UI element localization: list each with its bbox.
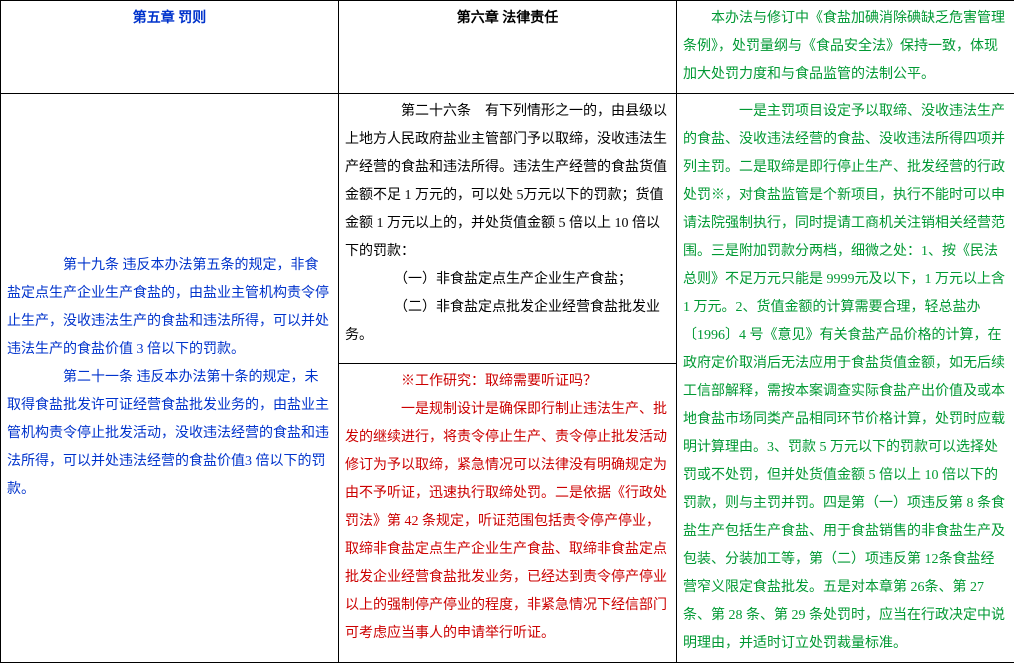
body-col3: 一是主罚项目设定予以取缔、没收违法生产的食盐、没收违法经营的食盐、没收违法所得四… — [677, 94, 1014, 663]
header-col3: 本办法与修订中《食盐加碘消除碘缺乏危害管理条例》，处罚量纲与《食品安全法》保持一… — [677, 1, 1014, 94]
col2a-p2: （一）非食盐定点生产企业生产食盐； — [345, 266, 670, 294]
body-col1: 第十九条 违反本办法第五条的规定，非食盐定点生产企业生产食盐的，由盐业主管机构责… — [1, 94, 339, 663]
col2a-p1: 第二十六条 有下列情形之一的，由县级以上地方人民政府盐业主管部门予以取缔，没收违… — [345, 98, 670, 266]
col3-p1: 一是主罚项目设定予以取缔、没收违法生产的食盐、没收违法经营的食盐、没收违法所得四… — [683, 98, 1008, 658]
table-body-row-1: 第十九条 违反本办法第五条的规定，非食盐定点生产企业生产食盐的，由盐业主管机构责… — [1, 94, 1014, 364]
body-col2b: ※工作研究：取缔需要听证吗？ 一是规制设计是确保即行制止违法生产、批发的继续进行… — [339, 364, 677, 663]
col1-p1: 第十九条 违反本办法第五条的规定，非食盐定点生产企业生产食盐的，由盐业主管机构责… — [7, 252, 332, 364]
col2b-p1: ※工作研究：取缔需要听证吗？ — [345, 368, 670, 396]
col2b-p2: 一是规制设计是确保即行制止违法生产、批发的继续进行，将责令停止生产、责令停止批发… — [345, 396, 670, 648]
col1-p2: 第二十一条 违反本办法第十条的规定，未取得食盐批发许可证经营食盐批发业务的，由盐… — [7, 364, 332, 504]
col2a-p3: （二）非食盐定点批发企业经营食盐批发业务。 — [345, 294, 670, 350]
header-col1: 第五章 罚则 — [1, 1, 339, 94]
header-col2: 第六章 法律责任 — [339, 1, 677, 94]
comparison-table: 第五章 罚则 第六章 法律责任 本办法与修订中《食盐加碘消除碘缺乏危害管理条例》… — [0, 0, 1014, 663]
body-col2a: 第二十六条 有下列情形之一的，由县级以上地方人民政府盐业主管部门予以取缔，没收违… — [339, 94, 677, 364]
table-header-row: 第五章 罚则 第六章 法律责任 本办法与修订中《食盐加碘消除碘缺乏危害管理条例》… — [1, 1, 1014, 94]
